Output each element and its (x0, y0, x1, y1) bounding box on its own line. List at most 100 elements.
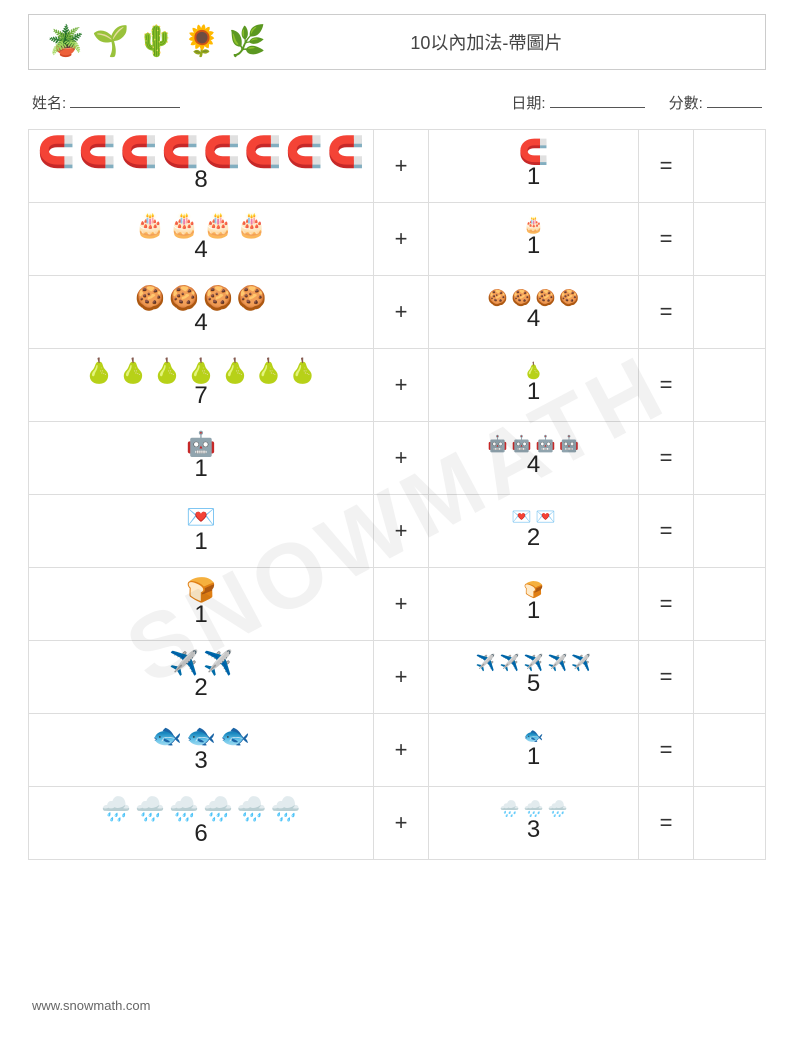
count-icon: 🍐 (220, 360, 250, 384)
count-icon: 🌧️ (135, 798, 165, 822)
problem-row: 🎂🎂🎂🎂4+🎂1= (29, 203, 766, 276)
equals-cell: = (639, 495, 694, 568)
right-operand-cell: 🐟1 (429, 714, 639, 787)
right-operand-cell: 🌧️🌧️🌧️3 (429, 787, 639, 860)
equals-cell: = (639, 568, 694, 641)
equals-cell: = (639, 787, 694, 860)
left-operand-cell: 🐟🐟🐟3 (29, 714, 374, 787)
date-blank[interactable] (550, 94, 645, 108)
icon-row: 🍐🍐🍐🍐🍐🍐🍐 (84, 360, 317, 384)
count-icon: 🍐 (84, 360, 114, 384)
header-plant-icon: 🪴 (47, 27, 84, 57)
plus-cell: + (374, 568, 429, 641)
left-operand-cell: 🍐🍐🍐🍐🍐🍐🍐7 (29, 349, 374, 422)
count-icon: 🍐 (152, 360, 182, 384)
operand-number: 2 (527, 524, 540, 552)
icon-row: 🐟🐟🐟 (152, 725, 250, 749)
operand-number: 1 (194, 601, 207, 629)
icon-row: ✈️✈️ (169, 652, 233, 676)
equals-cell: = (639, 641, 694, 714)
problem-row: ✈️✈️2+✈️✈️✈️✈️✈️5= (29, 641, 766, 714)
name-label: 姓名: (32, 95, 66, 112)
operand-number: 1 (527, 597, 540, 625)
score-blank[interactable] (707, 94, 762, 108)
right-operand-cell: 🎂1 (429, 203, 639, 276)
answer-cell[interactable] (694, 787, 766, 860)
count-icon: 🍐 (288, 360, 318, 384)
operand-number: 1 (527, 232, 540, 260)
count-icon: 💌 (186, 506, 216, 530)
icon-row: 🌧️🌧️🌧️🌧️🌧️🌧️ (101, 798, 300, 822)
count-icon: 🧲 (162, 138, 199, 168)
problem-row: 🐟🐟🐟3+🐟1= (29, 714, 766, 787)
plus-cell: + (374, 349, 429, 422)
operand-number: 7 (194, 382, 207, 410)
count-icon: 🌧️ (169, 798, 199, 822)
footer-url: www.snowmath.com (32, 998, 150, 1013)
answer-cell[interactable] (694, 130, 766, 203)
header-plant-icon: 🌿 (228, 27, 265, 57)
count-icon: 🧲 (79, 138, 116, 168)
right-operand-cell: 🍞1 (429, 568, 639, 641)
count-icon: 🧲 (286, 138, 323, 168)
icon-row: 🍞 (186, 579, 216, 603)
plus-cell: + (374, 714, 429, 787)
answer-cell[interactable] (694, 422, 766, 495)
count-icon: 🧲 (519, 141, 549, 165)
header-plant-icon: 🌻 (183, 27, 220, 57)
problems-table: 🧲🧲🧲🧲🧲🧲🧲🧲8+🧲1=🎂🎂🎂🎂4+🎂1=🍪🍪🍪🍪4+🍪🍪🍪🍪4=🍐🍐🍐🍐🍐🍐… (28, 129, 766, 860)
answer-cell[interactable] (694, 641, 766, 714)
left-operand-cell: 🌧️🌧️🌧️🌧️🌧️🌧️6 (29, 787, 374, 860)
count-icon: 🧲 (38, 138, 75, 168)
equals-cell: = (639, 130, 694, 203)
plus-cell: + (374, 641, 429, 714)
equals-cell: = (639, 203, 694, 276)
operand-number: 4 (527, 451, 540, 479)
left-operand-cell: 🍪🍪🍪🍪4 (29, 276, 374, 349)
answer-cell[interactable] (694, 349, 766, 422)
icon-row: 🎂🎂🎂🎂 (135, 214, 267, 238)
operand-number: 4 (527, 305, 540, 333)
count-icon: 🌧️ (500, 802, 520, 818)
operand-number: 4 (194, 309, 207, 337)
operand-number: 1 (527, 743, 540, 771)
icon-row: 🤖 (186, 433, 216, 457)
answer-cell[interactable] (694, 495, 766, 568)
icon-row: 🍪🍪🍪🍪 (135, 287, 267, 311)
score-label: 分數: (669, 95, 703, 112)
operand-number: 2 (194, 674, 207, 702)
left-operand-cell: 🤖1 (29, 422, 374, 495)
answer-cell[interactable] (694, 568, 766, 641)
operand-number: 6 (194, 820, 207, 848)
count-icon: 🤖 (559, 437, 579, 453)
count-icon: 🍞 (186, 579, 216, 603)
plus-cell: + (374, 787, 429, 860)
count-icon: 🍪 (488, 291, 508, 307)
answer-cell[interactable] (694, 203, 766, 276)
count-icon: 🌧️ (547, 802, 567, 818)
count-icon: ✈️ (476, 656, 496, 672)
problems-body: 🧲🧲🧲🧲🧲🧲🧲🧲8+🧲1=🎂🎂🎂🎂4+🎂1=🍪🍪🍪🍪4+🍪🍪🍪🍪4=🍐🍐🍐🍐🍐🍐… (29, 130, 766, 860)
left-operand-cell: 🎂🎂🎂🎂4 (29, 203, 374, 276)
answer-cell[interactable] (694, 276, 766, 349)
count-icon: 🧲 (203, 138, 240, 168)
icon-row: 💌 (186, 506, 216, 530)
count-icon: 🧲 (120, 138, 157, 168)
equals-cell: = (639, 422, 694, 495)
count-icon: 🧲 (244, 138, 281, 168)
answer-cell[interactable] (694, 714, 766, 787)
count-icon: ✈️ (547, 656, 567, 672)
operand-number: 5 (527, 670, 540, 698)
count-icon: 🌧️ (203, 798, 233, 822)
name-blank[interactable] (70, 94, 180, 108)
header-box: 🪴🌱🌵🌻🌿 10以內加法-帶圖片 (28, 14, 766, 70)
count-icon: 🍪 (203, 287, 233, 311)
operand-number: 1 (527, 163, 540, 191)
right-operand-cell: 💌💌2 (429, 495, 639, 568)
right-operand-cell: 🧲1 (429, 130, 639, 203)
icon-row: 🧲🧲🧲🧲🧲🧲🧲🧲 (38, 138, 365, 168)
operand-number: 1 (527, 378, 540, 406)
meta-row: 姓名: 日期: 分數: (28, 92, 766, 129)
right-operand-cell: 🍐1 (429, 349, 639, 422)
count-icon: 🐟 (186, 725, 216, 749)
